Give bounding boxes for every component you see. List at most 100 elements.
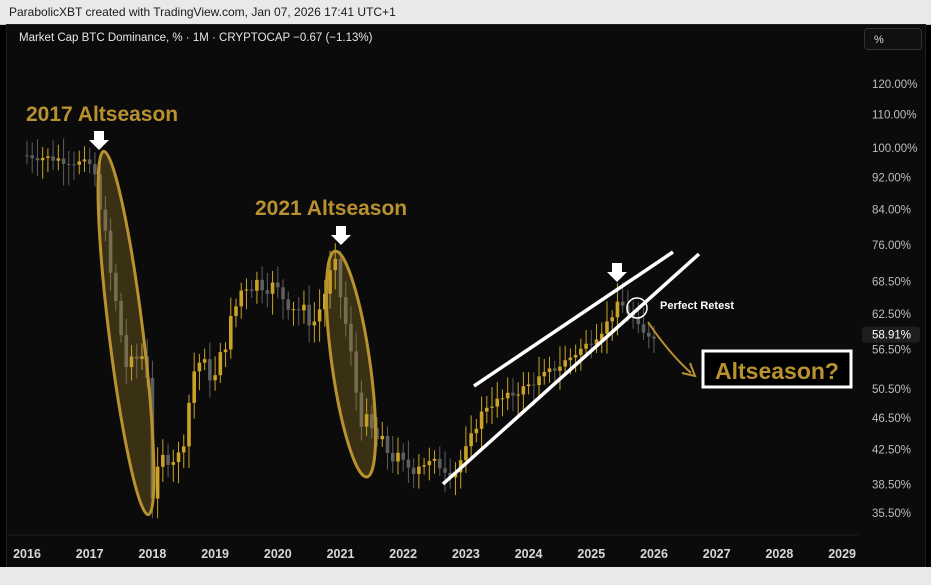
candle-body [338,258,343,298]
y-tick-label: 62.50% [872,309,911,321]
attribution-text: ParabolicXBT created with TradingView.co… [9,5,396,19]
y-tick-label: 68.50% [872,276,911,288]
candle-body [134,356,139,359]
candle-body [161,454,165,467]
candle-body [244,289,249,291]
candle-body [260,279,264,291]
candles [25,138,656,519]
y-tick-label: 38.50% [872,479,911,491]
candle-body [500,398,505,400]
candle-body [87,159,92,165]
candle-body [568,357,573,361]
candle-body [56,158,61,161]
candle-body [213,375,217,381]
candle-body [558,366,562,371]
candle-body [417,466,421,475]
altseason-2017-ellipse [96,149,156,517]
candle-body [573,354,578,358]
candle-body [370,414,374,429]
y-tick-label: 42.50% [872,445,911,457]
candle-body [579,348,583,355]
label-2017-altseason: 2017 Altseason [26,103,178,126]
x-tick-label: 2028 [765,547,793,561]
candle-body [636,317,641,325]
y-tick-label: 46.50% [872,413,911,425]
candle-body [505,392,510,399]
candle-body [255,279,259,291]
x-tick-label: 2025 [577,547,605,561]
candle-body [35,158,40,161]
y-axis-panel [858,56,924,534]
x-tick-label: 2022 [389,547,417,561]
y-tick-label: 50.50% [872,384,911,396]
x-tick-label: 2017 [76,547,104,561]
candle-body [521,386,526,395]
y-tick-label: 84.00% [872,205,911,217]
candle-body [140,356,144,359]
y-tick-label: 120.00% [872,79,917,91]
candle-body [129,356,134,368]
candle-body [422,465,426,467]
candle-body [411,467,416,475]
channel-lower-line [441,252,701,486]
candle-body [626,305,630,314]
x-axis: 2016 2017 2018 2019 2020 2021 2022 2023 2024 2025… [7,534,858,561]
candle-body [265,290,270,294]
candle-body [333,258,338,271]
candle-body [542,371,547,377]
candle-body [552,368,557,371]
scale-mode-button[interactable]: % [864,28,922,50]
candle-body [359,392,364,427]
candle-body [396,452,400,462]
label-altseason-question: Altseason? [715,358,839,384]
x-tick-label: 2023 [452,547,480,561]
candle-body [317,309,322,322]
candle-body [479,411,484,429]
candle-body [641,324,646,333]
candle-body [511,392,515,396]
candle-body [223,349,228,353]
candle-body [390,453,395,462]
y-axis: 120.00% 110.00% 100.00% 92.00% 84.00% 76.00% 6… [858,56,924,534]
candle-body [61,158,66,164]
x-tick-label: 2029 [828,547,856,561]
x-tick-label: 2027 [703,547,731,561]
label-2021-altseason: 2021 Altseason [255,197,407,220]
candle-body [51,156,55,161]
candle-body [46,156,50,158]
candle-body [202,359,207,363]
candle-body [93,164,97,175]
y-tick-label: 92.00% [872,173,911,185]
candle-body [605,321,609,334]
candle-body [103,209,108,231]
candle-body [218,352,223,376]
y-tick-label: 100.00% [872,143,917,155]
candle-body [249,289,254,291]
candle-body [166,454,170,465]
candle-body [40,157,45,161]
candle-body [239,290,244,307]
candle-body [25,155,29,157]
x-tick-label: 2018 [138,547,166,561]
candle-body [526,384,531,387]
projection-arrowhead-icon [681,362,697,378]
y-tick-label: 56.50% [872,344,911,356]
arrow-down-top-icon [607,263,627,282]
last-value-badge [862,326,920,343]
candle-body [401,452,405,460]
candle-body [276,282,280,288]
candle-body [72,164,76,166]
candle-body [364,414,369,427]
rising-channel [441,250,701,486]
candle-body [323,293,327,310]
candle-body [171,462,176,465]
candle-body [432,458,437,461]
series-legend: Market Cap BTC Dominance, % · 1M · CRYPT… [19,32,373,44]
candle-body [208,359,212,381]
candle-body [495,398,500,407]
candle-body [547,368,552,372]
candle-body [302,304,306,311]
x-tick-label: 2016 [13,547,41,561]
candle-body [584,343,588,349]
